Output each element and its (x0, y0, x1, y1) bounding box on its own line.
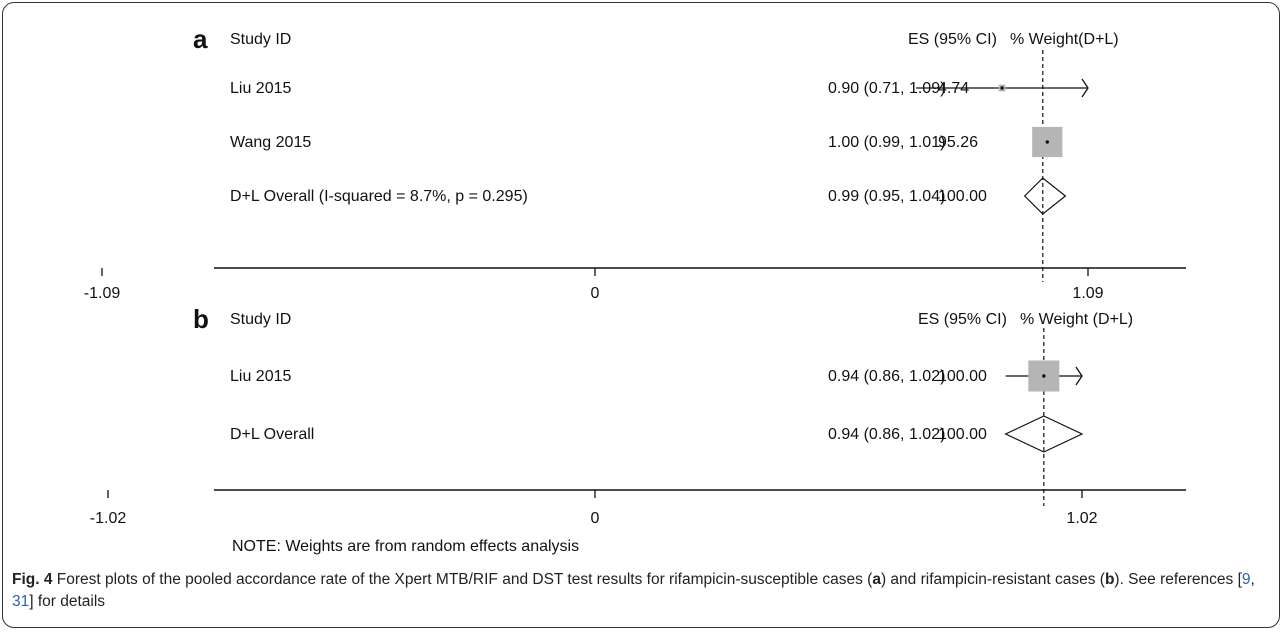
caption-ref-2[interactable]: 31 (12, 593, 30, 610)
weights-note: NOTE: Weights are from random effects an… (232, 538, 579, 555)
caption-ref-1[interactable]: 9 (1241, 571, 1251, 588)
x-tick-label: 1.02 (1066, 510, 1097, 527)
study-name: Liu 2015 (230, 80, 291, 97)
study-ci-arrow (1081, 78, 1089, 98)
study-name: Liu 2015 (230, 368, 291, 385)
overall-es-ci: 0.99 (0.95, 1.04) (828, 188, 945, 205)
x-tick-label: 1.09 (1072, 285, 1103, 302)
forest-panel-a: a Study ID ES (95% CI) % Weight(D+L) Liu 201… (84, 24, 1186, 302)
caption-text-5: ] for details (29, 593, 106, 610)
study-point-estimate (1000, 86, 1004, 90)
overall-label: D+L Overall (230, 426, 314, 443)
panel-label: b (193, 304, 209, 334)
x-tick-label: -1.02 (90, 510, 127, 527)
x-tick-label: -1.09 (84, 285, 121, 302)
study-weight: 95.26 (938, 134, 978, 151)
x-tick-label: 0 (591, 285, 600, 302)
study-es-ci: 0.90 (0.71, 1.09) (828, 80, 945, 97)
header-es-ci: ES (95% CI) (908, 31, 997, 48)
caption-label: Fig. 4 (12, 571, 53, 588)
header-es-ci: ES (95% CI) (918, 311, 1007, 328)
caption-bold-b: b (1104, 571, 1115, 588)
panel-label: a (193, 24, 208, 54)
study-weight: 4.74 (938, 80, 969, 97)
overall-label: D+L Overall (I-squared = 8.7%, p = 0.295… (230, 188, 528, 205)
study-ci-arrow (1075, 366, 1083, 386)
header-study-id: Study ID (230, 311, 291, 328)
caption-bold-a: a (872, 571, 881, 588)
header-weight: % Weight (D+L) (1020, 311, 1133, 328)
study-weight: 100.00 (938, 368, 987, 385)
study-point-estimate (1042, 374, 1046, 378)
study-name: Wang 2015 (230, 134, 311, 151)
figure-caption: Fig. 4 Forest plots of the pooled accord… (12, 569, 1262, 613)
forest-panel-b: b Study ID ES (95% CI) % Weight (D+L) Liu 20… (90, 304, 1186, 527)
overall-weight: 100.00 (938, 426, 987, 443)
overall-diamond (1023, 177, 1067, 215)
caption-text-3: ). See references [ (1114, 571, 1242, 588)
header-study-id: Study ID (230, 31, 291, 48)
study-es-ci: 1.00 (0.99, 1.01) (828, 134, 945, 151)
study-point-estimate (1045, 140, 1049, 144)
overall-es-ci: 0.94 (0.86, 1.02) (828, 426, 945, 443)
x-tick-label: 0 (591, 510, 600, 527)
study-es-ci: 0.94 (0.86, 1.02) (828, 368, 945, 385)
caption-text-4: , (1250, 571, 1255, 588)
overall-diamond (1004, 415, 1084, 453)
caption-text-1: Forest plots of the pooled accordance ra… (52, 571, 873, 588)
header-weight: % Weight(D+L) (1010, 31, 1119, 48)
caption-text-2: ) and rifampicin-resistant cases ( (880, 571, 1105, 588)
overall-weight: 100.00 (938, 188, 987, 205)
